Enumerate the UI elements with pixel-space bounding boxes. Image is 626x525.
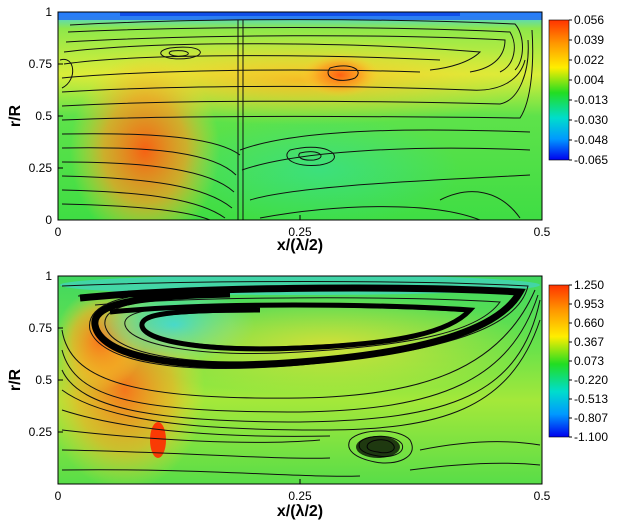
y-axis-label: r/R: [7, 104, 24, 127]
x-tick-label: 0.5: [534, 225, 551, 239]
x-tick-label: 0: [55, 489, 62, 503]
x-axis-label: x/(λ/2): [277, 503, 323, 520]
colorbar-top-gradient: [548, 19, 570, 161]
panel-top-streamlines: [59, 19, 534, 220]
colorbar-tick-label: 0.073: [574, 354, 604, 368]
colorbar-tick-label: 0.022: [574, 53, 604, 67]
colorbar-tick-label: -0.807: [574, 411, 608, 425]
colorbar-tick-label: 0.367: [574, 335, 604, 349]
x-tick-label: 0.25: [288, 489, 312, 503]
colorbar-tick-label: -0.065: [574, 153, 608, 167]
x-tick-label: 0.25: [288, 225, 312, 239]
colorbar-tick-label: 0.004: [574, 73, 604, 87]
colorbar-top-ticks: 0.056 0.039 0.022 0.004 -0.013 -0.030 -0.048 -0…: [569, 13, 608, 167]
x-tick-label: 0: [55, 225, 62, 239]
x-tick-label: 0.5: [534, 489, 551, 503]
y-axis-label: r/R: [7, 368, 24, 391]
y-tick-label: 0.25: [29, 161, 53, 175]
colorbar-tick-label: -0.013: [574, 93, 608, 107]
colorbar-tick-label: 0.660: [574, 316, 604, 330]
colorbar-tick-label: 0.056: [574, 13, 604, 27]
colorbar-top: 0.056 0.039 0.022 0.004 -0.013 -0.030 -0.048 -0…: [548, 13, 608, 167]
colorbar-tick-label: 1.250: [574, 278, 604, 292]
colorbar-tick-label: -0.220: [574, 373, 608, 387]
y-tick-label: 0.75: [29, 321, 53, 335]
panel-bottom-vortex-band: [79, 284, 526, 458]
colorbar-tick-label: -1.100: [574, 430, 608, 444]
y-tick-label: 0.5: [35, 373, 52, 387]
y-tick-label: 1: [45, 269, 52, 283]
y-tick-label: 0.5: [35, 109, 52, 123]
colorbar-tick-label: 0.039: [574, 33, 604, 47]
colorbar-tick-label: -0.048: [574, 133, 608, 147]
colorbar-tick-label: 0.953: [574, 297, 604, 311]
panel-bottom: 0 0.25 0.5 0.25 0.5 0.75 1 x/(λ/2) r/R 1.250 0.95…: [7, 269, 608, 520]
y-tick-label: 0.25: [29, 425, 53, 439]
panel-bottom-streamlines: [61, 281, 541, 477]
colorbar-tick-label: -0.513: [574, 392, 608, 406]
colorbar-bottom: 1.250 0.953 0.660 0.367 0.073 -0.220 -0.513 -0.…: [548, 278, 608, 444]
colorbar-tick-label: -0.030: [574, 113, 608, 127]
colorbar-bottom-gradient: [548, 284, 570, 438]
panel-top-axes: 0 0.25 0.5 0 0.25 0.5 0.75 1 x/(λ/2) r/R: [7, 5, 551, 254]
y-tick-label: 1: [45, 5, 52, 19]
panel-bottom-axes: 0 0.25 0.5 0.25 0.5 0.75 1 x/(λ/2) r/R: [7, 269, 551, 520]
colorbar-bottom-ticks: 1.250 0.953 0.660 0.367 0.073 -0.220 -0.513 -0.…: [569, 278, 608, 444]
y-tick-label: 0: [45, 213, 52, 227]
x-axis-label: x/(λ/2): [277, 237, 323, 254]
y-tick-label: 0.75: [29, 57, 53, 71]
